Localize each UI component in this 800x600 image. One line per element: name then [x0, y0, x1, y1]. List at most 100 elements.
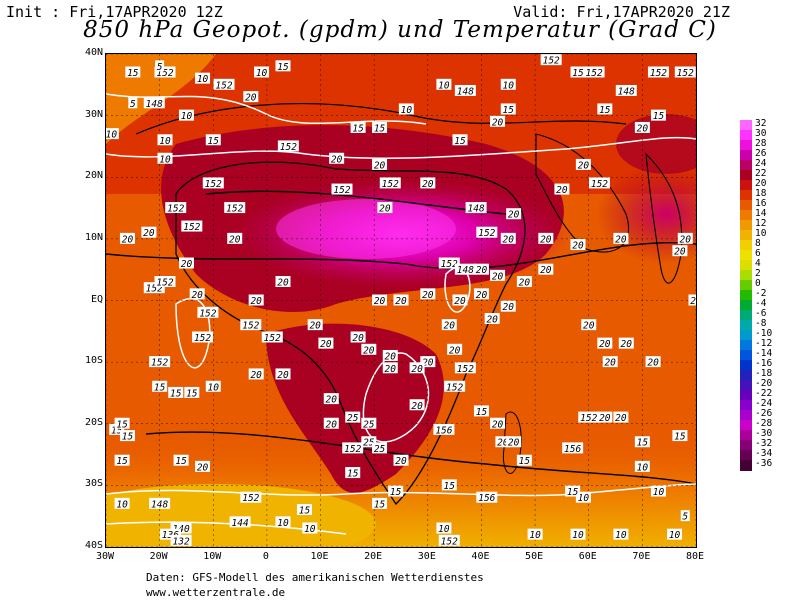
contour-label-text: 152: [580, 413, 597, 424]
colorbar-swatch: [740, 360, 752, 371]
contour-label-box: [516, 454, 532, 466]
longitude-label: 60E: [578, 551, 597, 562]
contour-label-text: 152: [167, 204, 184, 215]
contour-label-text: 152: [199, 308, 216, 319]
contour-label-box: [597, 103, 613, 115]
contour-label: 152: [143, 282, 165, 295]
contour-label-box: [213, 78, 235, 90]
colorbar-swatch: [740, 250, 752, 261]
contour-label: 25: [361, 436, 377, 449]
contour-label: 20: [495, 436, 511, 449]
contour-label: 15: [570, 66, 586, 79]
contour-label: 152: [588, 177, 610, 190]
colorbar-swatch: [740, 270, 752, 281]
colorbar-swatch: [740, 430, 752, 441]
contour-label-text: 152: [543, 56, 560, 67]
contour-label-box: [602, 356, 618, 368]
contour-label-box: [170, 534, 192, 546]
contour-label-box: [650, 109, 666, 121]
latitude-label: 20N: [84, 170, 103, 182]
contour-label: 152: [261, 331, 283, 344]
contour-label-text: 152: [156, 68, 173, 79]
contour-label: 152: [342, 442, 364, 455]
contour-label: 10: [436, 78, 452, 91]
contour-label-box: [157, 152, 173, 164]
contour-label-text: 20: [385, 364, 397, 375]
contour-label-text: 10: [578, 493, 590, 504]
contour-label-text: 152: [205, 179, 222, 190]
contour-label-box: [672, 245, 688, 257]
contour-label-box: [588, 177, 610, 189]
colorbar-label: 2: [755, 268, 761, 279]
colorbar-label: 26: [755, 148, 767, 159]
contour-label-box: [409, 399, 425, 411]
contour-label-box: [634, 460, 650, 472]
contour-label-box: [125, 66, 141, 78]
contour-label: 152: [540, 54, 562, 67]
contour-label-text: 20: [615, 413, 627, 424]
contour-label-text: 10: [106, 130, 117, 141]
contour-label-text: 20: [615, 234, 627, 245]
valid-time: Valid: Fri,17APR2020 21Z: [513, 3, 730, 21]
contour-label-box: [680, 510, 690, 522]
colorbar-swatch: [740, 220, 752, 231]
contour-label-text: 152: [591, 179, 608, 190]
contour-label: 20: [350, 331, 366, 344]
contour-label: 148: [143, 97, 165, 110]
colorbar-label: 30: [755, 128, 767, 139]
contour-label: 20: [372, 294, 388, 307]
contour-label: 20: [323, 417, 339, 430]
contour-label: 20: [141, 226, 157, 239]
contour-label-text: 10: [304, 524, 316, 535]
contour-label-text: 20: [374, 160, 386, 171]
contour-label-box: [345, 411, 361, 423]
colorbar-swatch: [740, 180, 752, 191]
contour-label: 20: [377, 202, 393, 215]
contour-label: 15: [597, 103, 613, 116]
contour-label-box: [398, 103, 414, 115]
colorbar-label: -24: [755, 398, 773, 409]
contour-label-text: 156: [435, 425, 452, 436]
longitude-label: 20E: [364, 551, 383, 562]
colorbar-label: -6: [755, 308, 767, 319]
contour-label: 20: [500, 300, 516, 313]
contour-label-text: 15: [567, 487, 579, 498]
contour-label-text: 20: [476, 265, 488, 276]
contour-label-box: [420, 177, 436, 189]
contour-label: 20: [602, 356, 618, 369]
contour-label-box: [441, 319, 457, 331]
contour-label-box: [613, 411, 629, 423]
contour-label-text: 10: [503, 80, 515, 91]
colorbar-swatch: [740, 390, 752, 401]
contour-label: 20: [409, 399, 425, 412]
contour-label: 15: [452, 134, 468, 147]
colorbar-label: -34: [755, 448, 773, 459]
contour-label-text: 15: [352, 123, 364, 134]
contour-label-box: [444, 380, 466, 392]
contour-label-box: [240, 491, 262, 503]
contour-label-text: 152: [264, 333, 281, 344]
contour-label-text: 20: [331, 154, 343, 165]
contour-label: 156: [433, 423, 455, 436]
contour-label-box: [490, 269, 506, 281]
contour-label-box: [441, 479, 457, 491]
contour-label-text: 20: [181, 259, 193, 270]
contour-label-box: [452, 134, 468, 146]
longitude-label: 30W: [95, 551, 115, 562]
contour-label-text: 20: [604, 358, 616, 369]
contour-label-box: [500, 103, 516, 115]
contour-label-box: [452, 294, 468, 306]
contour-label-text: 20: [680, 234, 692, 245]
longitude-label: 40E: [471, 551, 490, 562]
contour-label: 152: [197, 306, 219, 319]
contour-label: 10: [157, 134, 173, 147]
contour-label-box: [500, 300, 516, 312]
contour-label-text: 20: [326, 395, 338, 406]
contour-label-box: [224, 202, 246, 214]
colorbar-label: 10: [755, 228, 767, 239]
contour-label: 20: [307, 319, 323, 332]
colorbar-swatch: [740, 260, 752, 271]
contour-label-text: 152: [344, 444, 361, 455]
contour-label: 148: [454, 84, 476, 97]
temperature-isotherm-south: [145, 431, 696, 485]
